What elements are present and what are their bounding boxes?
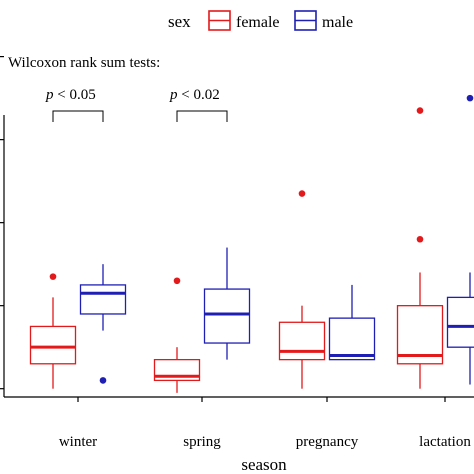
box-male-pregnancy (328, 284, 376, 361)
box-male-lactation (446, 94, 474, 385)
box-body-male-winter (79, 284, 127, 315)
x-tick-label-lactation: lactation (419, 434, 471, 450)
box-body-male-lactation (446, 296, 474, 348)
box-female-lactation (396, 107, 444, 389)
x-tick-label-pregnancy: pregnancy (296, 434, 359, 450)
outlier-female-lactation-1 (416, 235, 424, 243)
box-body-male-pregnancy (328, 317, 376, 361)
box-male-spring (203, 247, 251, 360)
box-body-male-spring (203, 288, 251, 344)
significance-spring: p < 0.02 (169, 87, 228, 122)
x-axis-ticks: winter spring pregnancy lactation (59, 397, 471, 450)
box-series (29, 94, 474, 393)
box-female-winter (29, 273, 77, 389)
legend-label-male: male (322, 14, 353, 31)
significance-winter: p < 0.05 (45, 87, 104, 122)
outlier-male-winter-0 (99, 377, 107, 384)
legend: sex female male (168, 10, 353, 31)
y-axis-ticks (0, 56, 4, 390)
x-tick-label-spring: spring (183, 434, 221, 450)
box-body-female-pregnancy (278, 321, 326, 361)
box-male-winter (79, 264, 127, 384)
outlier-female-winter-0 (49, 273, 57, 280)
legend-title: sex (168, 12, 191, 31)
outlier-female-spring-0 (173, 277, 181, 285)
significance-label-winter: p < 0.05 (45, 87, 96, 103)
outlier-male-lactation-0 (466, 94, 474, 102)
box-body-female-winter (29, 325, 77, 365)
box-female-spring (153, 277, 201, 393)
annotation-text: Wilcoxon rank sum tests: (8, 55, 160, 71)
significance-bracket-spring (176, 110, 228, 122)
outlier-female-pregnancy-0 (298, 190, 306, 197)
outlier-female-lactation-0 (416, 107, 424, 114)
significance-label-spring: p < 0.02 (169, 87, 220, 103)
x-tick-label-winter: winter (59, 434, 97, 450)
box-female-pregnancy (278, 190, 326, 389)
legend-label-female: female (236, 14, 280, 31)
x-axis-title: season (241, 455, 287, 474)
significance-bracket-winter (52, 110, 104, 122)
